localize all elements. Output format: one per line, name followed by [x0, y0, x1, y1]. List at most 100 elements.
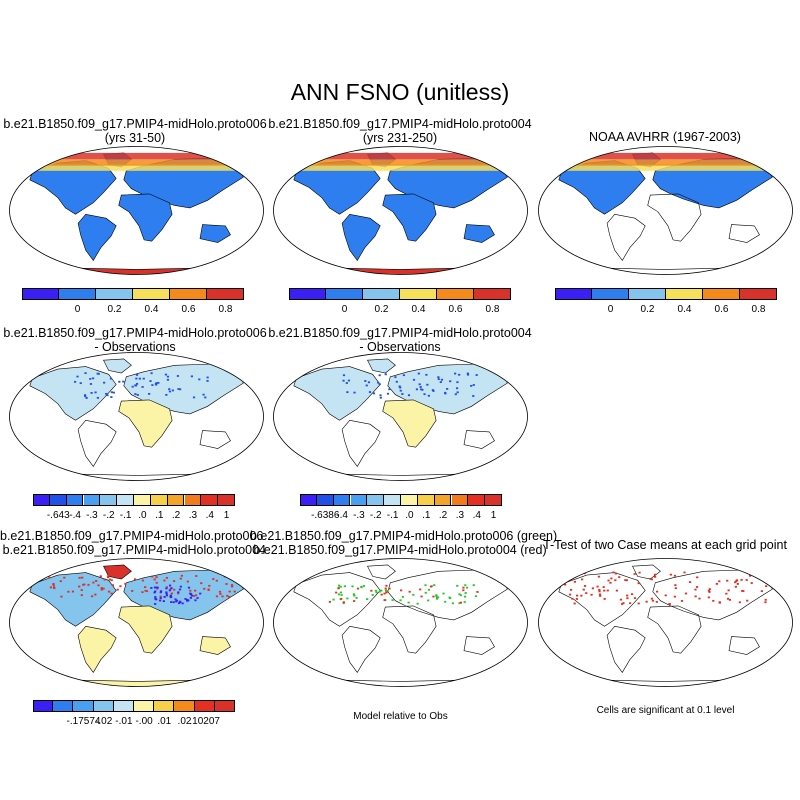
- map-outline: [9, 352, 264, 481]
- continent-au: [463, 224, 495, 243]
- signif-cell: [153, 586, 157, 589]
- signif-cell: [212, 578, 215, 580]
- signif-cell: [90, 595, 94, 598]
- signif-cell: [48, 576, 51, 579]
- colorbar-swatch: [49, 494, 67, 506]
- map-outline: [9, 558, 264, 687]
- signif-cell: [476, 591, 479, 593]
- colorbar-swatch: [333, 494, 351, 506]
- signif-cell: [89, 383, 93, 385]
- signif-cell: [168, 390, 172, 393]
- signif-cell: [424, 584, 427, 587]
- signif-cell: [352, 593, 356, 596]
- signif-cell: [707, 596, 710, 599]
- colorbar-swatch: [555, 288, 592, 300]
- signif-cell: [94, 391, 97, 394]
- colorbar-label: .10207: [189, 716, 220, 727]
- colorbar-label: -.17574: [66, 716, 101, 727]
- signif-cell: [136, 394, 139, 396]
- signif-cell: [580, 594, 583, 597]
- signif-cell: [650, 597, 653, 600]
- signif-cell: [715, 582, 718, 585]
- map-outline: [9, 146, 264, 275]
- colorbar-swatch: [66, 494, 84, 506]
- signif-cell: [597, 575, 600, 578]
- signif-cell: [633, 597, 637, 599]
- signif-cell: [603, 589, 606, 592]
- signif-cell: [181, 602, 184, 605]
- signif-cell: [347, 379, 351, 382]
- signif-cell: [133, 578, 137, 581]
- signif-cell: [653, 575, 657, 578]
- signif-cell: [166, 375, 170, 378]
- colorbar-swatch: [437, 288, 474, 300]
- signif-cell: [427, 599, 430, 602]
- signif-cell: [154, 603, 157, 605]
- signif-cell: [370, 589, 373, 592]
- colorbar-label: .0: [405, 510, 414, 521]
- continent-au: [728, 636, 760, 655]
- signif-cell: [426, 383, 429, 386]
- signif-cell: [151, 575, 154, 578]
- signif-cell: [192, 595, 195, 597]
- colorbar-swatch: [316, 494, 334, 506]
- signif-cell: [585, 592, 588, 595]
- colorbar-frame: [33, 700, 235, 712]
- signif-cell: [52, 584, 55, 586]
- signif-cell: [385, 584, 388, 587]
- signif-cell: [342, 374, 346, 377]
- colorbar-label: 0: [74, 304, 81, 315]
- signif-cell: [378, 590, 381, 593]
- panel2-title-line2: (yrs 231-250): [362, 131, 438, 145]
- signif-cell: [401, 393, 404, 395]
- signif-cell: [78, 585, 81, 588]
- signif-cell: [340, 594, 343, 596]
- signif-cell: [134, 393, 137, 395]
- continent-sa: [77, 419, 117, 467]
- signif-cell: [399, 599, 402, 602]
- signif-cell: [141, 386, 144, 388]
- signif-cell: [215, 595, 219, 598]
- ocean: [538, 558, 793, 687]
- signif-cell: [194, 589, 197, 592]
- colorbar-label: -.3: [86, 510, 98, 521]
- signif-cell: [379, 394, 382, 397]
- signif-cell: [420, 388, 423, 391]
- colorbar-frame: [300, 494, 502, 506]
- signif-cell: [563, 579, 567, 581]
- panel7-title: b.e21.B1850.f09_g17.PMIP4-midHolo.proto0…: [0, 529, 270, 557]
- signif-cell: [96, 396, 100, 399]
- ocean: [273, 558, 528, 687]
- signif-cell: [378, 383, 381, 386]
- continent-sa: [606, 625, 646, 673]
- signif-cell: [107, 575, 110, 577]
- colorbar-label: .1: [422, 510, 431, 521]
- signif-cell: [159, 595, 162, 598]
- signif-cell: [651, 599, 655, 602]
- signif-cell: [180, 574, 183, 577]
- continent-af: [382, 193, 437, 242]
- colorbar-panel5: -.6386 -.4 -.3 -.2 -.1 .0 .1 .2 .3 .4 1: [300, 494, 502, 521]
- signif-cell: [90, 392, 93, 394]
- signif-cell: [668, 603, 671, 606]
- signif-cell: [190, 593, 193, 595]
- signif-cell: [343, 585, 347, 588]
- signif-cell: [165, 587, 168, 590]
- colorbar-swatch: [666, 288, 703, 300]
- colorbar-swatch: [350, 494, 368, 506]
- signif-cell: [78, 576, 81, 579]
- colorbar-swatch: [703, 288, 740, 300]
- signif-cell: [708, 591, 711, 593]
- signif-cell: [466, 373, 470, 376]
- signif-cell: [165, 586, 168, 589]
- colorbar-label: 0.8: [485, 304, 500, 315]
- signif-cell: [375, 591, 378, 594]
- map-land-layer: [9, 146, 264, 275]
- signif-cell: [154, 596, 157, 598]
- signif-cell: [637, 582, 640, 585]
- signif-cell: [750, 582, 753, 584]
- signif-cell: [582, 588, 585, 591]
- signif-cell: [170, 592, 173, 595]
- continent-sa: [341, 419, 381, 467]
- signif-cell: [698, 597, 701, 600]
